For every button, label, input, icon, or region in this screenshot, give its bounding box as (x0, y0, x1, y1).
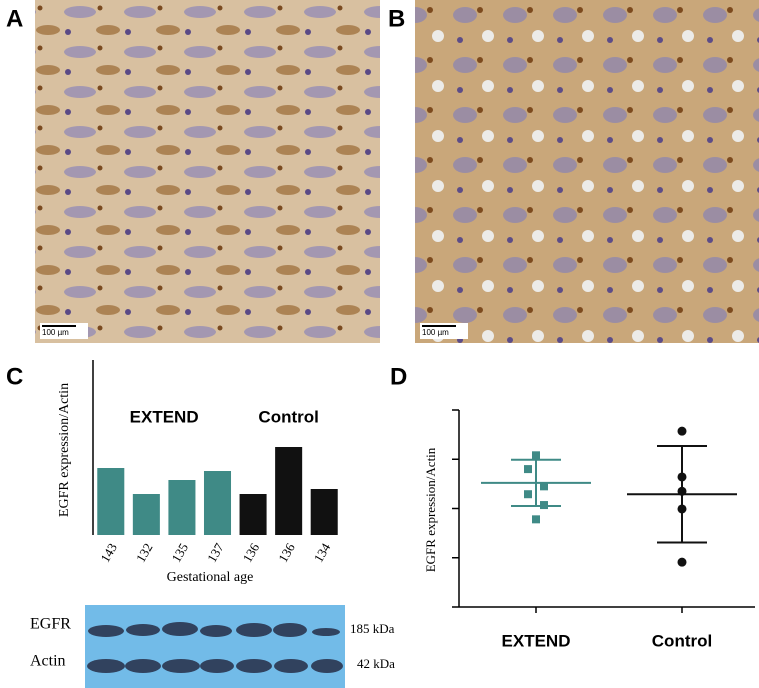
point (532, 515, 540, 524)
group-label: EXTEND (130, 407, 199, 426)
x-tick-label: 135 (168, 540, 191, 564)
point (524, 465, 532, 474)
x-tick-label: 134 (311, 540, 334, 565)
bar (275, 447, 303, 535)
bar (203, 471, 232, 535)
blot-label: EGFR (30, 616, 71, 633)
group-label: Control (258, 407, 318, 426)
x-tick-label: 137 (204, 540, 227, 565)
x-tick-label: Control (652, 631, 712, 650)
bar (97, 468, 125, 535)
point (532, 451, 540, 460)
point (524, 490, 532, 499)
bar (132, 494, 160, 535)
bar (310, 489, 338, 535)
y-axis-label: EGFR expression/Actin (423, 447, 438, 572)
x-axis-label: Gestational age (167, 570, 254, 585)
bar (239, 494, 267, 535)
point (677, 426, 687, 436)
point (677, 557, 687, 567)
micrograph (35, 0, 380, 343)
x-tick-label: 136 (240, 540, 263, 565)
y-axis-label: EGFR expression/Actin (57, 383, 72, 517)
blot (85, 605, 345, 688)
blot-bands (87, 622, 343, 673)
bar (168, 480, 196, 535)
point (540, 482, 548, 491)
blot-size: 42 kDa (357, 656, 395, 671)
blot-label: Actin (30, 653, 66, 670)
scale-bar-label: 100 µm (422, 328, 449, 337)
panel-letter: D (390, 363, 407, 390)
panel-letter: C (6, 363, 23, 390)
x-tick-label: 136 (275, 540, 298, 565)
blot-size: 185 kDa (350, 621, 395, 636)
x-tick-label: EXTEND (502, 631, 571, 650)
x-tick-label: 143 (97, 540, 120, 564)
scale-bar-label: 100 µm (42, 328, 69, 337)
micrograph (415, 0, 759, 343)
panel-letter: B (388, 5, 405, 32)
panel-letter: A (6, 5, 23, 32)
x-tick-label: 132 (133, 540, 156, 564)
